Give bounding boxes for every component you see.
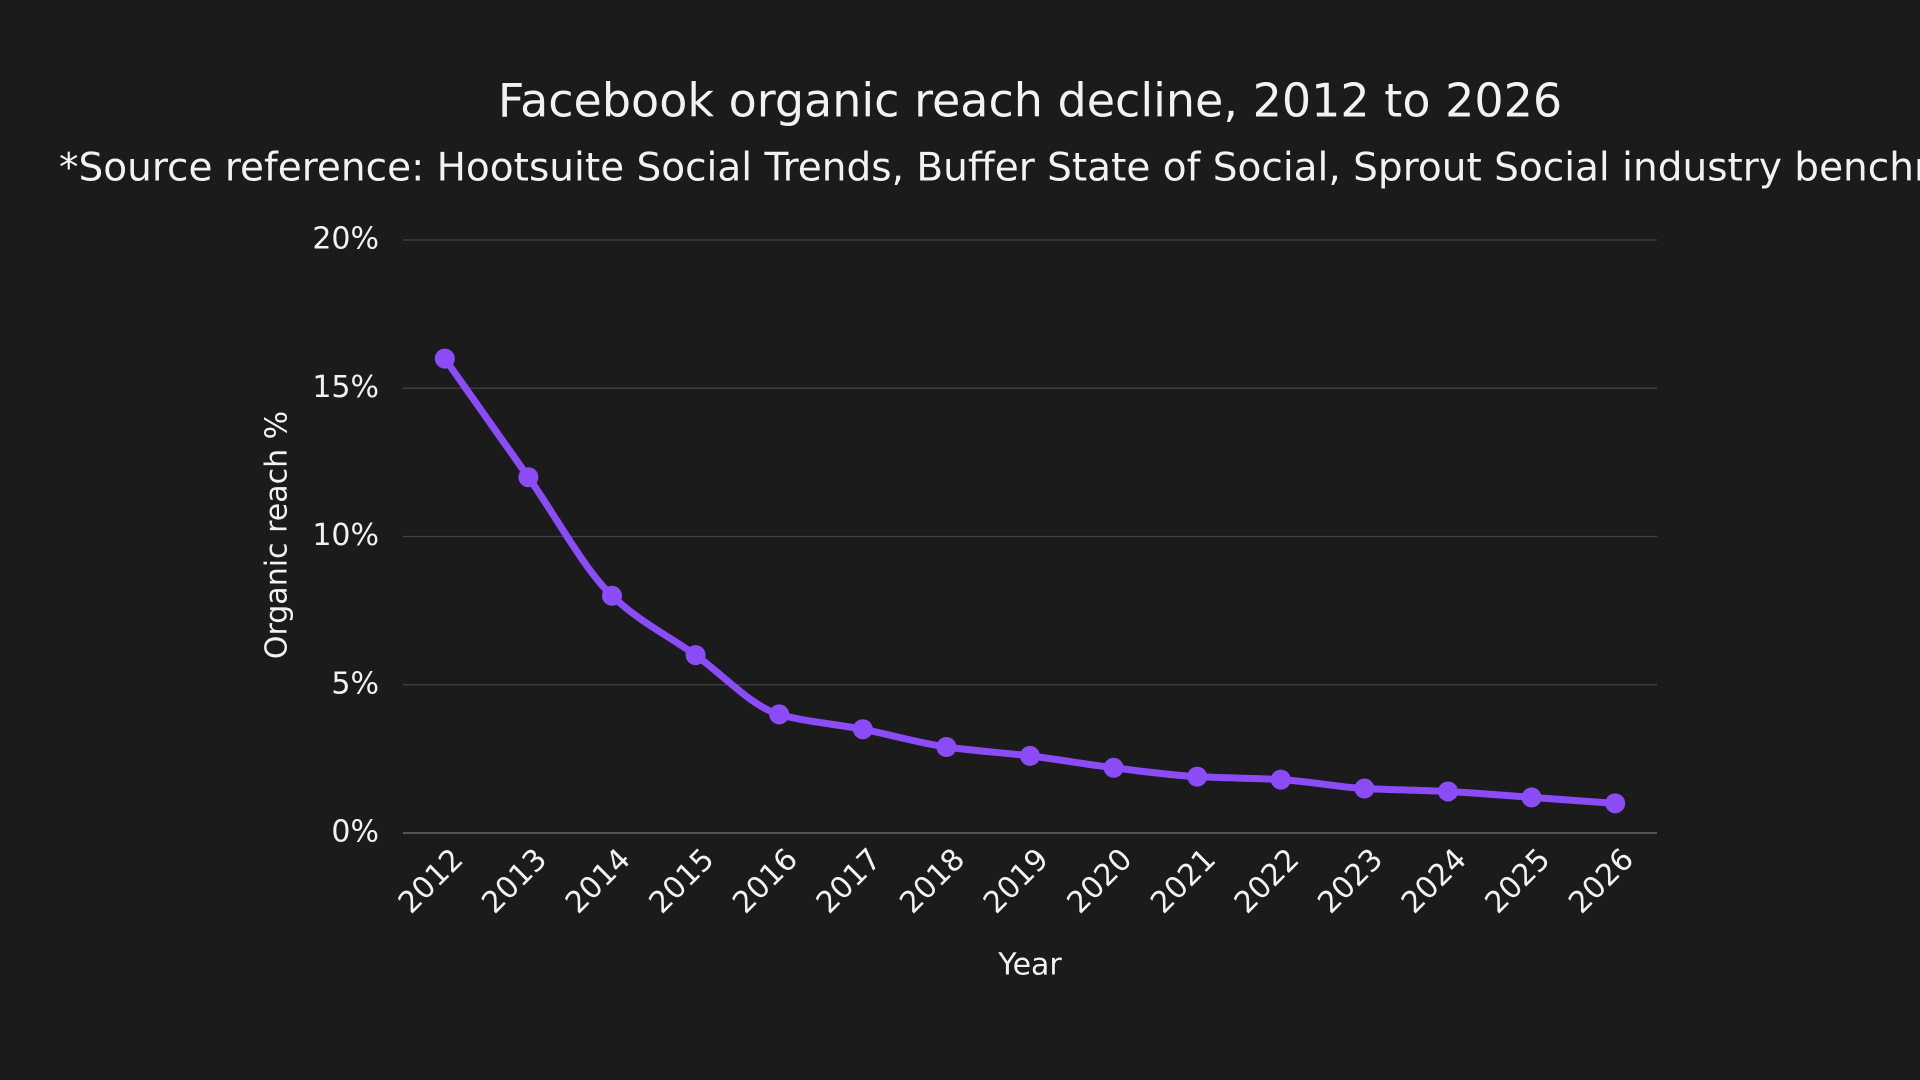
data-point (1103, 757, 1124, 778)
data-point (1521, 787, 1542, 808)
chart-subtitle: *Source reference: Hootsuite Social Tren… (59, 146, 1920, 191)
data-point (1187, 766, 1208, 787)
y-tick-label: 10% (312, 518, 379, 553)
y-tick-label: 15% (312, 370, 379, 405)
data-point (1605, 793, 1626, 814)
data-point (685, 645, 706, 666)
y-tick-label: 20% (312, 222, 379, 257)
x-axis-title: Year (997, 948, 1062, 983)
data-point (852, 719, 873, 740)
data-point (769, 704, 790, 725)
y-tick-label: 5% (331, 666, 379, 701)
y-axis-title: Organic reach % (260, 411, 295, 659)
data-point (936, 737, 957, 758)
data-point (518, 467, 539, 488)
y-tick-label: 0% (331, 815, 379, 850)
data-point (1020, 745, 1040, 766)
data-point (1354, 778, 1375, 799)
data-point (434, 348, 455, 369)
data-point (1270, 769, 1291, 790)
chart-title: Facebook organic reach decline, 2012 to … (498, 74, 1562, 128)
data-point (1438, 781, 1458, 802)
data-point (602, 585, 622, 606)
